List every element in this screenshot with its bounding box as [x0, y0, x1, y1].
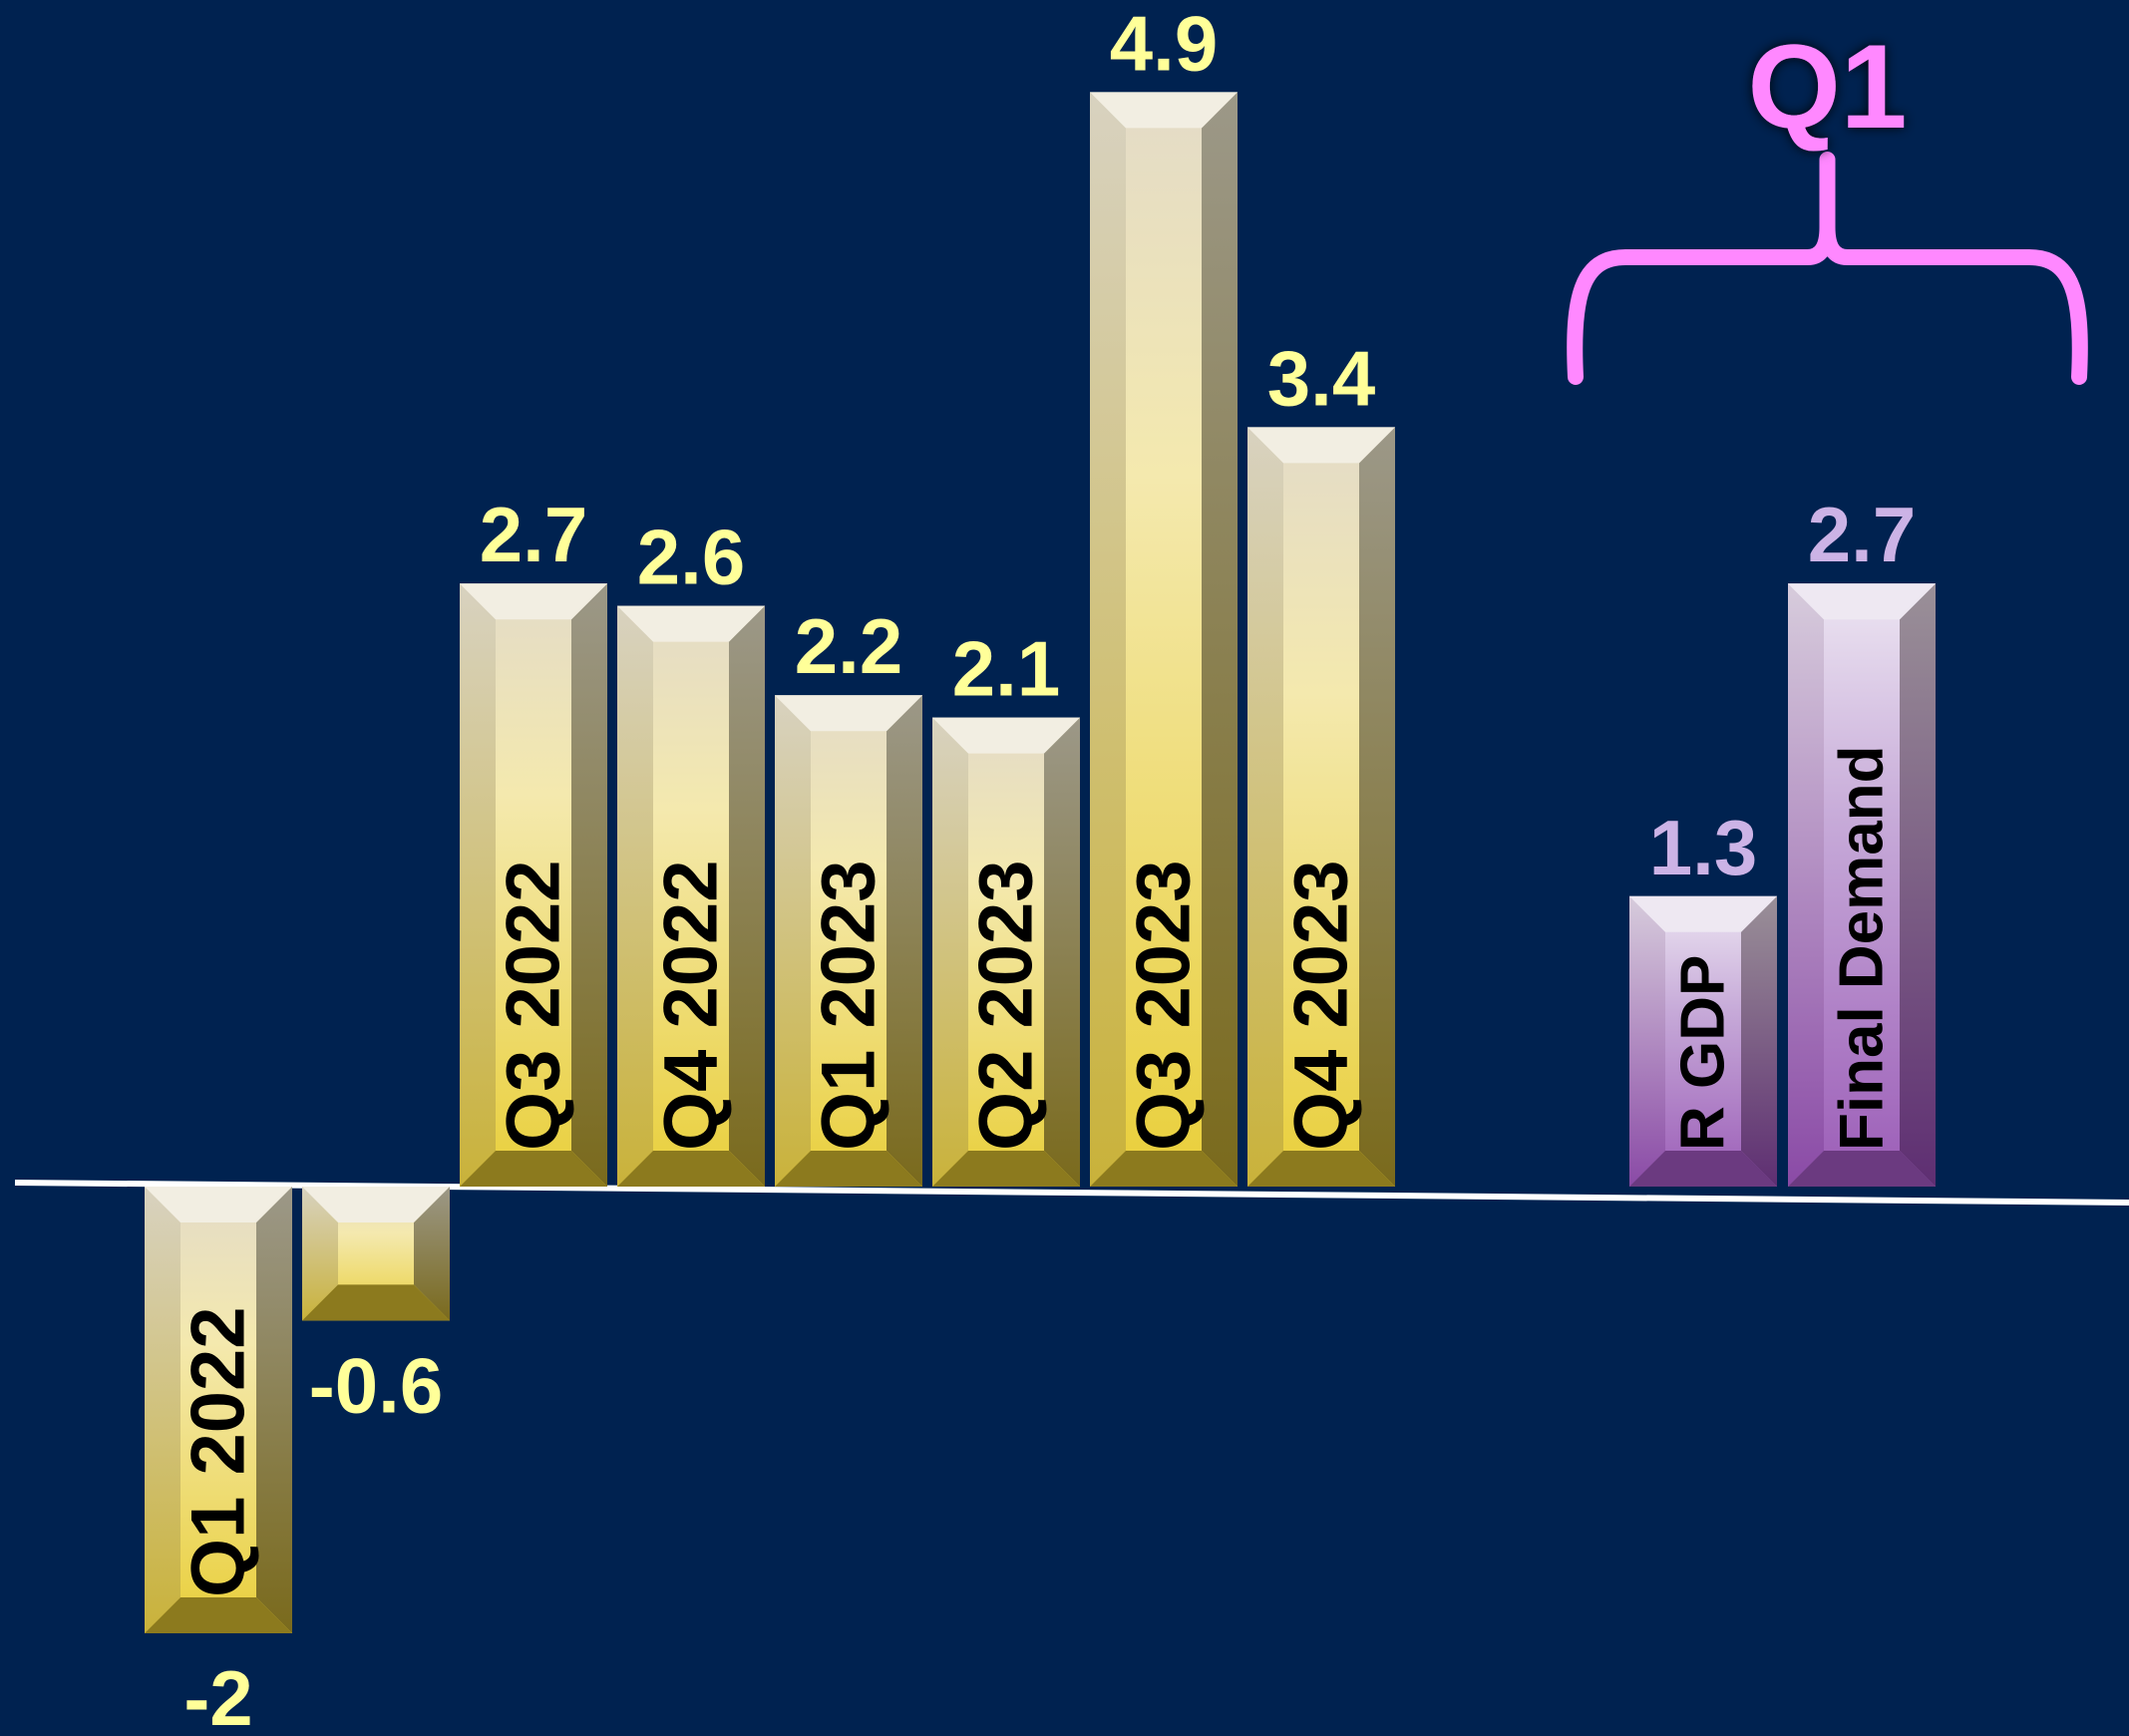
- bar-0-bevel-left: [145, 1187, 180, 1633]
- bar-2-bevel-left: [460, 583, 496, 1187]
- bar-value-label-1: -0.6: [309, 1341, 443, 1429]
- bar-category-label-2: Q3 2022: [492, 860, 576, 1151]
- bar-4: [775, 695, 922, 1187]
- bar-category-label-4: Q1 2023: [807, 860, 891, 1151]
- bar-value-label-5: 2.1: [952, 625, 1060, 713]
- bar-4-bevel-top: [775, 695, 922, 732]
- bar-5-bevel-top: [932, 717, 1080, 754]
- baseline-axis: [14, 1180, 2129, 1206]
- bar-1: [302, 1187, 450, 1321]
- bar-value-label-0: -2: [183, 1654, 252, 1736]
- bar-value-label-6: 4.9: [1110, 0, 1218, 87]
- bar-1-bevel-bottom: [302, 1284, 450, 1321]
- bar-2-bevel-top: [460, 583, 607, 620]
- bar-3-bevel-bottom: [617, 1151, 765, 1187]
- bar-3-bevel-top: [617, 605, 765, 642]
- bar-0: [145, 1187, 292, 1633]
- bar-category-label-3: Q4 2022: [649, 860, 734, 1151]
- bar-3-bevel-right: [729, 605, 765, 1187]
- bar-4-bevel-left: [775, 695, 811, 1187]
- bar-7-bevel-left: [1247, 427, 1283, 1187]
- q1-bar-1-bevel-right: [1900, 583, 1936, 1187]
- bar-4-bevel-bottom: [775, 1151, 922, 1187]
- bar-6-bevel-left: [1090, 92, 1126, 1187]
- bar-6-bevel-top: [1090, 92, 1238, 129]
- bar-category-label-7: Q4 2023: [1279, 860, 1364, 1151]
- q1-bar-value-label-0: 1.3: [1649, 804, 1757, 891]
- bar-value-label-7: 3.4: [1267, 334, 1375, 422]
- bar-6-bevel-bottom: [1090, 1151, 1238, 1187]
- bar-5-bevel-left: [932, 717, 968, 1187]
- bar-7-bevel-bottom: [1247, 1151, 1395, 1187]
- bar-category-label-6: Q3 2023: [1122, 860, 1207, 1151]
- q1-bar-1: [1788, 583, 1936, 1187]
- bar-5: [932, 717, 1080, 1187]
- bar-category-label-5: Q2 2023: [964, 860, 1049, 1151]
- q1-bar-category-label-0: R GDP: [1669, 955, 1738, 1151]
- bar-2: [460, 583, 607, 1187]
- bar-3-bevel-left: [617, 605, 653, 1187]
- q1-bar-0-bevel-right: [1741, 895, 1777, 1187]
- bar-value-label-4: 2.2: [795, 602, 902, 690]
- bar-5-bevel-bottom: [932, 1151, 1080, 1187]
- bar-0-bevel-top: [145, 1187, 292, 1222]
- bar-1-bevel-left: [302, 1187, 338, 1321]
- bar-6-bevel-right: [1202, 92, 1238, 1187]
- q1-bar-1-bevel-bottom: [1788, 1151, 1936, 1187]
- q1-group-label: Q1: [1747, 20, 1907, 154]
- bar-3: [617, 605, 765, 1187]
- bar-2-bevel-bottom: [460, 1151, 607, 1187]
- bar-2-bevel-right: [571, 583, 607, 1187]
- bar-1-bevel-right: [414, 1187, 450, 1321]
- bar-5-bevel-right: [1044, 717, 1080, 1187]
- bar-4-bevel-right: [887, 695, 922, 1187]
- q1-bar-value-label-1: 2.7: [1808, 491, 1916, 578]
- q1-bracket: [1567, 219, 2088, 385]
- q1-bar-1-bevel-left: [1788, 583, 1824, 1187]
- bar-0-bevel-bottom: [145, 1597, 292, 1633]
- q1-bar-0: [1629, 895, 1777, 1187]
- bar-7-bevel-top: [1247, 427, 1395, 464]
- q1-bar-category-label-1: Final Demand: [1828, 745, 1897, 1151]
- q1-bar-0-bevel-left: [1629, 895, 1665, 1187]
- bar-0-bevel-right: [256, 1187, 292, 1633]
- bar-value-label-2: 2.7: [480, 491, 587, 578]
- bar-6: [1090, 92, 1238, 1187]
- q1-bar-1-bevel-top: [1788, 583, 1936, 620]
- bar-7: [1247, 427, 1395, 1187]
- q1-bar-0-bevel-top: [1629, 895, 1777, 932]
- q1-bar-0-bevel-bottom: [1629, 1151, 1777, 1187]
- bar-category-label-0: Q1 2022: [177, 1306, 261, 1597]
- bar-value-label-3: 2.6: [637, 514, 745, 601]
- bar-1-bevel-top: [302, 1187, 450, 1222]
- bar-7-bevel-right: [1359, 427, 1395, 1187]
